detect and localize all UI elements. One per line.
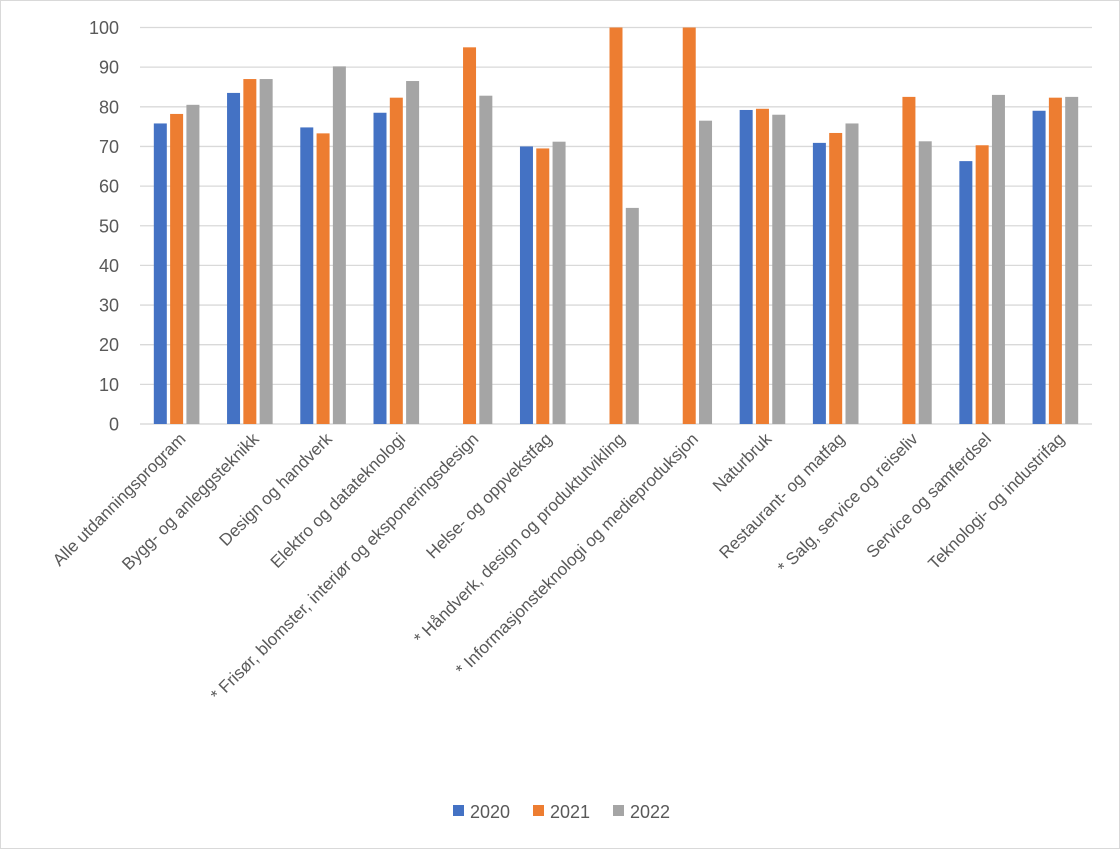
bar-2021 xyxy=(316,133,330,425)
bar-2021 xyxy=(829,132,843,424)
x-category-label: * Salg, service og reiseliv xyxy=(774,429,922,577)
y-tick-label: 20 xyxy=(99,335,119,355)
y-tick-label: 60 xyxy=(99,177,119,197)
bar-2022 xyxy=(699,120,713,425)
bar-2022 xyxy=(991,94,1005,424)
y-tick-label: 30 xyxy=(99,296,119,316)
bar-2021 xyxy=(243,79,257,425)
bar-2020 xyxy=(373,112,387,424)
bar-2021 xyxy=(755,108,769,424)
x-category-label: Restaurant- og matfag xyxy=(715,429,848,562)
x-category-label: Service og samferdsel xyxy=(863,429,995,561)
bar-2022 xyxy=(186,104,200,424)
bar-2022 xyxy=(552,141,566,424)
bar-2022 xyxy=(479,95,493,424)
bar-2022 xyxy=(332,66,346,425)
y-axis-ticks: 0 10 20 30 40 50 60 70 80 90 100 xyxy=(89,18,119,435)
bar-2020 xyxy=(519,146,533,424)
bar-2020 xyxy=(959,161,973,425)
bar-2020 xyxy=(227,92,241,425)
bar-2022 xyxy=(772,114,786,424)
y-tick-label: 10 xyxy=(99,375,119,395)
y-tick-label: 40 xyxy=(99,256,119,276)
y-tick-label: 90 xyxy=(99,58,119,78)
x-category-label: * Frisør, blomster, interiør og eksponer… xyxy=(207,429,482,704)
bar-2020 xyxy=(153,123,167,424)
bar-2022 xyxy=(845,123,859,424)
legend-label: 2021 xyxy=(550,802,590,822)
y-tick-label: 70 xyxy=(99,137,119,157)
legend-label: 2022 xyxy=(630,802,670,822)
x-category-label: Alle utdanningsprogram xyxy=(49,429,189,569)
x-category-label: Elektro og datateknologi xyxy=(267,429,409,571)
bar-2022 xyxy=(625,207,639,424)
bar-2021 xyxy=(389,97,403,425)
y-tick-label: 50 xyxy=(99,216,119,236)
bar-2021 xyxy=(902,96,916,424)
bar-2021 xyxy=(536,148,550,424)
x-category-label: Teknologi- og industrifag xyxy=(924,429,1068,573)
bar-2022 xyxy=(1065,96,1079,424)
legend-swatch-2021 xyxy=(533,805,544,816)
bar-2020 xyxy=(812,142,826,424)
x-category-label: Bygg- og anleggsteknikk xyxy=(118,429,263,574)
bar-2022 xyxy=(259,79,273,425)
bar-2020 xyxy=(300,127,314,424)
bars xyxy=(153,27,1079,425)
legend-swatch-2022 xyxy=(613,805,624,816)
bar-2021 xyxy=(682,27,696,424)
x-category-label: Helse- og oppvekstfag xyxy=(423,429,556,562)
bar-2021 xyxy=(609,27,623,424)
bar-2021 xyxy=(463,47,477,424)
bar-2021 xyxy=(170,113,184,424)
bar-2022 xyxy=(918,141,932,424)
bar-2022 xyxy=(406,81,420,424)
x-category-label: Naturbruk xyxy=(709,429,776,496)
bar-2020 xyxy=(1032,110,1046,424)
bar-2020 xyxy=(739,109,753,425)
bar-2021 xyxy=(1048,97,1062,425)
y-tick-label: 0 xyxy=(109,415,119,435)
legend-label: 2020 xyxy=(470,802,510,822)
bar-2021 xyxy=(975,145,989,424)
legend-swatch-2020 xyxy=(453,805,464,816)
y-tick-label: 100 xyxy=(89,18,119,38)
y-tick-label: 80 xyxy=(99,97,119,117)
legend: 2020 2021 2022 xyxy=(453,802,670,822)
